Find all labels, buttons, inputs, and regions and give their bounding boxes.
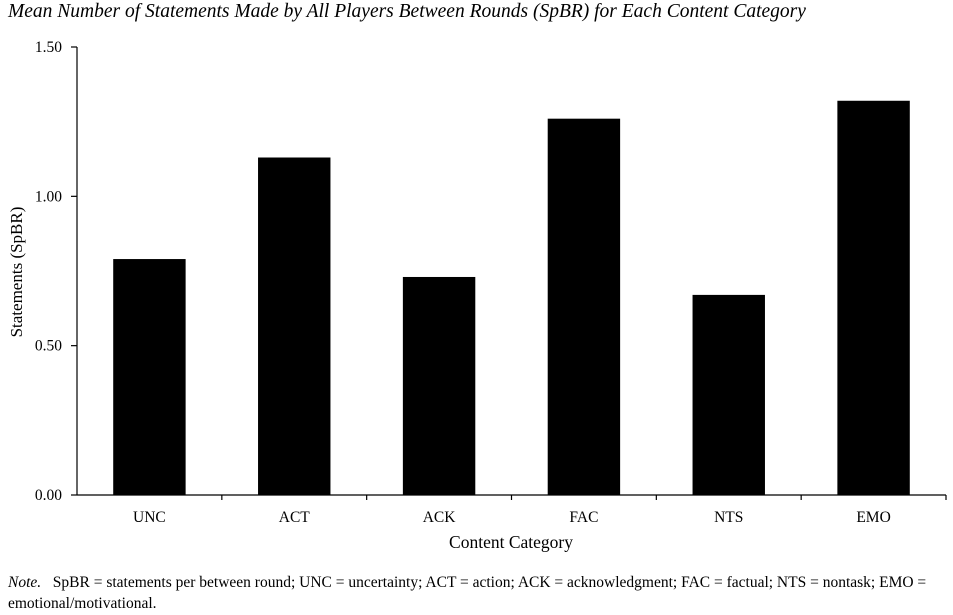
bar-nts xyxy=(692,294,765,495)
y-tick-label: 0.00 xyxy=(35,487,62,504)
y-tick-label: 1.50 xyxy=(35,39,62,56)
x-tick-label: ACK xyxy=(423,509,457,526)
x-tick-label: FAC xyxy=(569,509,598,526)
bar-emo xyxy=(837,100,910,495)
bars-group xyxy=(113,100,910,496)
bar-fac xyxy=(547,118,621,496)
axes-group xyxy=(71,46,947,500)
x-tick-label: EMO xyxy=(856,509,890,526)
bar-unc xyxy=(113,259,186,495)
x-tick-label: ACT xyxy=(279,509,311,526)
bar-chart: UNC ACT ACK FAC NTS EMO 0.00 0.50 1.00 1.50 State… xyxy=(7,39,947,552)
y-tick-label: 1.00 xyxy=(35,188,62,205)
x-axis-label: Content Category xyxy=(449,532,573,552)
chart-title: Mean Number of Statements Made by All Pl… xyxy=(8,1,806,22)
y-tick-label: 0.50 xyxy=(35,338,62,355)
chart-note: Note. SpBR = statements per between roun… xyxy=(8,572,950,614)
note-label: Note. xyxy=(8,574,42,591)
x-tick-label: UNC xyxy=(133,509,166,526)
bar-ack xyxy=(402,276,476,495)
x-tick-label: NTS xyxy=(714,509,743,526)
y-axis-label: Statements (SpBR) xyxy=(7,207,26,338)
bar-act xyxy=(258,157,331,496)
note-text: SpBR = statements per between round; UNC… xyxy=(8,574,927,612)
tick-labels-group: UNC ACT ACK FAC NTS EMO 0.00 0.50 1.00 1.50 xyxy=(35,39,891,526)
